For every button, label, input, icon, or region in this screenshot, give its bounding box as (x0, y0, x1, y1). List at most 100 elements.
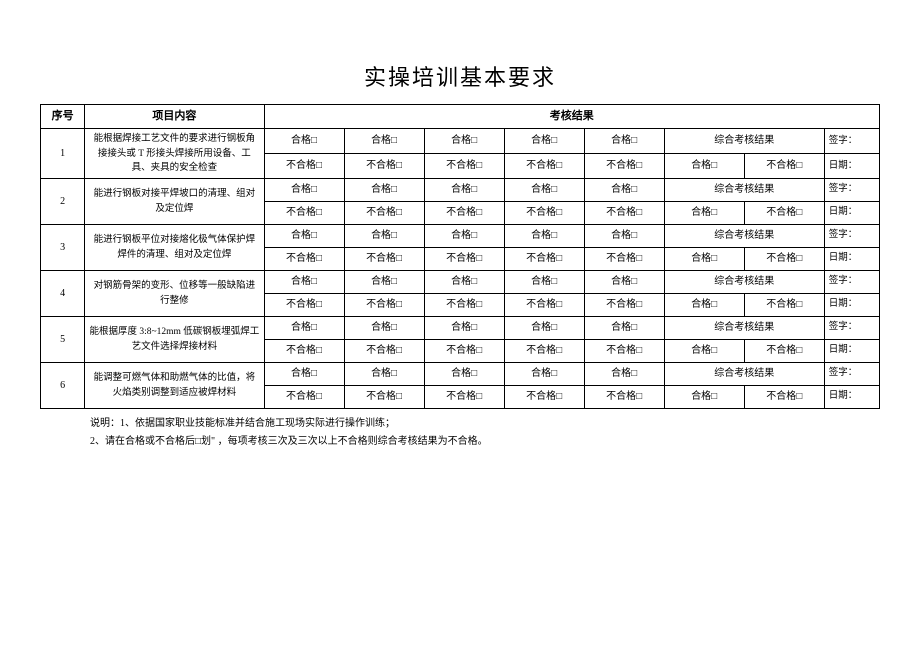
summary-header: 综合考核结果 (664, 225, 824, 248)
seq-cell: 5 (41, 317, 85, 363)
pass-checkbox[interactable]: 合格□ (424, 179, 504, 202)
sign-cell[interactable]: 签字： (824, 271, 879, 294)
fail-checkbox[interactable]: 不合格□ (584, 154, 664, 179)
fail-checkbox[interactable]: 不合格□ (424, 386, 504, 409)
pass-checkbox[interactable]: 合格□ (344, 129, 424, 154)
pass-checkbox[interactable]: 合格□ (264, 317, 344, 340)
pass-checkbox[interactable]: 合格□ (424, 363, 504, 386)
summary-header: 综合考核结果 (664, 179, 824, 202)
summary-pass-checkbox[interactable]: 合格□ (664, 154, 744, 179)
pass-checkbox[interactable]: 合格□ (584, 271, 664, 294)
pass-checkbox[interactable]: 合格□ (344, 225, 424, 248)
fail-checkbox[interactable]: 不合格□ (344, 248, 424, 271)
sign-cell[interactable]: 签字： (824, 363, 879, 386)
fail-checkbox[interactable]: 不合格□ (504, 340, 584, 363)
seq-cell: 4 (41, 271, 85, 317)
date-cell[interactable]: 日期： (824, 340, 879, 363)
summary-pass-checkbox[interactable]: 合格□ (664, 248, 744, 271)
training-table: 序号 项目内容 考核结果 1能根据焊接工艺文件的要求进行钢板角接接头或 T 形接… (40, 104, 880, 409)
fail-checkbox[interactable]: 不合格□ (264, 340, 344, 363)
fail-checkbox[interactable]: 不合格□ (584, 340, 664, 363)
fail-checkbox[interactable]: 不合格□ (264, 294, 344, 317)
pass-checkbox[interactable]: 合格□ (264, 129, 344, 154)
sign-cell[interactable]: 签字： (824, 129, 879, 154)
fail-checkbox[interactable]: 不合格□ (344, 294, 424, 317)
pass-checkbox[interactable]: 合格□ (264, 225, 344, 248)
pass-checkbox[interactable]: 合格□ (584, 179, 664, 202)
fail-checkbox[interactable]: 不合格□ (584, 294, 664, 317)
pass-checkbox[interactable]: 合格□ (584, 129, 664, 154)
pass-checkbox[interactable]: 合格□ (424, 317, 504, 340)
notes-line2: 2、请在合格或不合格后□划" ，每项考核三次及三次以上不合格则综合考核结果为不合… (90, 433, 880, 451)
fail-checkbox[interactable]: 不合格□ (344, 202, 424, 225)
fail-checkbox[interactable]: 不合格□ (504, 386, 584, 409)
fail-checkbox[interactable]: 不合格□ (264, 154, 344, 179)
pass-checkbox[interactable]: 合格□ (344, 271, 424, 294)
pass-checkbox[interactable]: 合格□ (344, 317, 424, 340)
seq-cell: 2 (41, 179, 85, 225)
summary-fail-checkbox[interactable]: 不合格□ (744, 340, 824, 363)
header-content: 项目内容 (85, 105, 264, 129)
pass-checkbox[interactable]: 合格□ (584, 225, 664, 248)
date-cell[interactable]: 日期： (824, 248, 879, 271)
seq-cell: 3 (41, 225, 85, 271)
fail-checkbox[interactable]: 不合格□ (504, 202, 584, 225)
summary-pass-checkbox[interactable]: 合格□ (664, 202, 744, 225)
pass-checkbox[interactable]: 合格□ (264, 271, 344, 294)
date-cell[interactable]: 日期： (824, 294, 879, 317)
pass-checkbox[interactable]: 合格□ (584, 317, 664, 340)
fail-checkbox[interactable]: 不合格□ (584, 248, 664, 271)
fail-checkbox[interactable]: 不合格□ (344, 154, 424, 179)
pass-checkbox[interactable]: 合格□ (424, 225, 504, 248)
summary-pass-checkbox[interactable]: 合格□ (664, 340, 744, 363)
fail-checkbox[interactable]: 不合格□ (264, 386, 344, 409)
date-cell[interactable]: 日期： (824, 202, 879, 225)
summary-fail-checkbox[interactable]: 不合格□ (744, 386, 824, 409)
seq-cell: 6 (41, 363, 85, 409)
content-cell: 能根据焊接工艺文件的要求进行钢板角接接头或 T 形接头焊接所用设备、工具、夹具的… (85, 129, 264, 179)
fail-checkbox[interactable]: 不合格□ (424, 340, 504, 363)
fail-checkbox[interactable]: 不合格□ (584, 202, 664, 225)
fail-checkbox[interactable]: 不合格□ (504, 154, 584, 179)
fail-checkbox[interactable]: 不合格□ (584, 386, 664, 409)
pass-checkbox[interactable]: 合格□ (344, 363, 424, 386)
pass-checkbox[interactable]: 合格□ (504, 129, 584, 154)
pass-checkbox[interactable]: 合格□ (504, 179, 584, 202)
fail-checkbox[interactable]: 不合格□ (344, 340, 424, 363)
sign-cell[interactable]: 签字： (824, 317, 879, 340)
date-cell[interactable]: 日期： (824, 154, 879, 179)
summary-fail-checkbox[interactable]: 不合格□ (744, 154, 824, 179)
summary-fail-checkbox[interactable]: 不合格□ (744, 294, 824, 317)
sign-cell[interactable]: 签字： (824, 225, 879, 248)
date-cell[interactable]: 日期： (824, 386, 879, 409)
pass-checkbox[interactable]: 合格□ (584, 363, 664, 386)
fail-checkbox[interactable]: 不合格□ (344, 386, 424, 409)
summary-fail-checkbox[interactable]: 不合格□ (744, 202, 824, 225)
summary-header: 综合考核结果 (664, 363, 824, 386)
pass-checkbox[interactable]: 合格□ (424, 129, 504, 154)
pass-checkbox[interactable]: 合格□ (264, 363, 344, 386)
fail-checkbox[interactable]: 不合格□ (424, 202, 504, 225)
pass-checkbox[interactable]: 合格□ (504, 317, 584, 340)
summary-pass-checkbox[interactable]: 合格□ (664, 294, 744, 317)
pass-checkbox[interactable]: 合格□ (504, 225, 584, 248)
pass-checkbox[interactable]: 合格□ (344, 179, 424, 202)
summary-pass-checkbox[interactable]: 合格□ (664, 386, 744, 409)
pass-checkbox[interactable]: 合格□ (504, 271, 584, 294)
notes-section: 说明：1、依据国家职业技能标准并结合施工现场实际进行操作训练； 2、请在合格或不… (40, 415, 880, 451)
fail-checkbox[interactable]: 不合格□ (424, 294, 504, 317)
fail-checkbox[interactable]: 不合格□ (264, 202, 344, 225)
fail-checkbox[interactable]: 不合格□ (264, 248, 344, 271)
fail-checkbox[interactable]: 不合格□ (424, 154, 504, 179)
fail-checkbox[interactable]: 不合格□ (424, 248, 504, 271)
content-cell: 能进行钢板对接平焊坡口的清理、组对及定位焊 (85, 179, 264, 225)
sign-cell[interactable]: 签字： (824, 179, 879, 202)
pass-checkbox[interactable]: 合格□ (504, 363, 584, 386)
summary-fail-checkbox[interactable]: 不合格□ (744, 248, 824, 271)
fail-checkbox[interactable]: 不合格□ (504, 294, 584, 317)
pass-checkbox[interactable]: 合格□ (264, 179, 344, 202)
notes-line1: 1、依据国家职业技能标准并结合施工现场实际进行操作训练； (120, 418, 395, 429)
content-cell: 能调整可燃气体和助燃气体的比值，将火焰类别调整到适应被焊材料 (85, 363, 264, 409)
pass-checkbox[interactable]: 合格□ (424, 271, 504, 294)
fail-checkbox[interactable]: 不合格□ (504, 248, 584, 271)
